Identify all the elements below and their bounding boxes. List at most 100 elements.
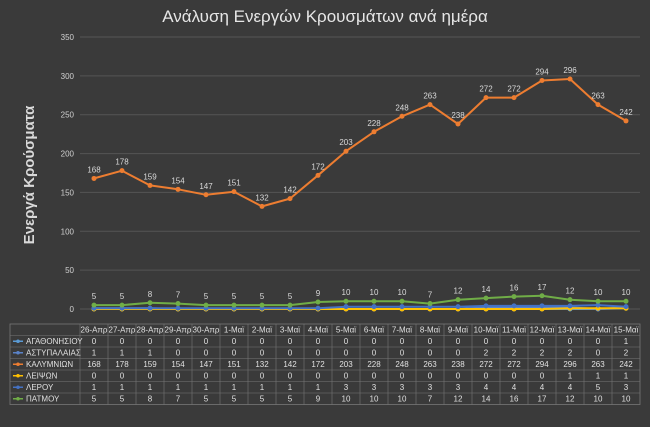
table-cell: 1 [204, 383, 209, 392]
x-tick-label: 9-Μαϊ [448, 326, 468, 335]
table-cell: 1 [92, 349, 97, 358]
series-line [94, 304, 627, 310]
data-label: 5 [92, 292, 97, 301]
data-point [231, 189, 237, 195]
table-cell: 1 [92, 383, 97, 392]
table-cell: 0 [344, 349, 349, 358]
legend-marker [16, 350, 20, 355]
x-tick-label: 6-Μαϊ [364, 326, 384, 335]
data-label: 178 [115, 158, 129, 167]
y-axis-label: Ενεργά Κρούσματα [21, 105, 38, 244]
data-label: 12 [566, 287, 575, 296]
table-cell: 0 [204, 372, 209, 381]
series-line [94, 294, 626, 307]
table-cell: 159 [143, 360, 157, 369]
table-cell: 3 [624, 383, 629, 392]
table-cell: 0 [372, 372, 377, 381]
x-tick-label: 10-Μαϊ [474, 326, 499, 335]
data-label: 272 [479, 85, 493, 94]
data-label: 10 [370, 288, 379, 297]
table-cell: 228 [367, 360, 381, 369]
data-label: 10 [342, 288, 351, 297]
x-tick-label: 2-Μαϊ [252, 326, 272, 335]
x-tick-label: 15-Μαϊ [614, 326, 639, 335]
table-cell: 0 [204, 337, 209, 346]
table-cell: 0 [316, 372, 321, 381]
y-tick-label: 300 [61, 72, 75, 81]
table-cell: 9 [316, 395, 321, 404]
data-point [623, 304, 629, 310]
table-cell: 0 [512, 372, 517, 381]
data-label: 10 [622, 288, 631, 297]
table-cell: 238 [451, 360, 465, 369]
table-cell: 0 [260, 349, 265, 358]
table-cell: 1 [596, 372, 601, 381]
table-cell: 242 [619, 360, 633, 369]
data-point [231, 302, 237, 308]
data-label: 151 [227, 179, 241, 188]
legend-marker [16, 339, 20, 344]
table-cell: 5 [260, 395, 265, 404]
data-point [175, 301, 181, 307]
data-point [315, 172, 321, 178]
x-tick-label: 29-Απρ [165, 326, 192, 335]
data-label: 7 [176, 291, 181, 300]
table-cell: 1 [568, 372, 573, 381]
table-cell: 7 [176, 395, 181, 404]
data-point [315, 305, 321, 311]
table-cell: 0 [540, 372, 545, 381]
x-tick-label: 12-Μαϊ [530, 326, 555, 335]
data-point [343, 298, 349, 304]
table-cell: 0 [344, 372, 349, 381]
table-cell: 0 [316, 337, 321, 346]
table-cell: 248 [395, 360, 409, 369]
x-tick-label: 30-Απρ [193, 326, 220, 335]
x-tick-label: 4-Μαϊ [308, 326, 328, 335]
data-point [287, 302, 293, 308]
data-point [567, 76, 573, 82]
table-cell: 2 [568, 349, 573, 358]
legend-marker [16, 385, 20, 390]
data-label: 142 [283, 186, 297, 195]
table-cell: 1 [148, 349, 153, 358]
table-cell: 0 [400, 372, 405, 381]
data-label: 242 [619, 108, 633, 117]
table-cell: 0 [512, 337, 517, 346]
table-cell: 294 [535, 360, 549, 369]
data-label: 10 [594, 288, 603, 297]
data-label: 263 [591, 92, 605, 101]
data-point [175, 305, 181, 311]
data-point [147, 305, 153, 311]
table-cell: 172 [311, 360, 325, 369]
table-cell: 0 [288, 349, 293, 358]
table-cell: 0 [92, 372, 97, 381]
x-tick-label: 13-Μαϊ [558, 326, 583, 335]
table-cell: 5 [596, 383, 601, 392]
table-cell: 0 [344, 337, 349, 346]
y-tick-label: 250 [61, 111, 75, 120]
data-point [343, 304, 349, 310]
x-tick-label: 1-Μαϊ [224, 326, 244, 335]
table-cell: 0 [232, 337, 237, 346]
table-cell: 0 [232, 372, 237, 381]
table-cell: 0 [428, 337, 433, 346]
table-cell: 10 [622, 395, 631, 404]
table-cell: 1 [624, 337, 629, 346]
data-point [203, 302, 209, 308]
table-cell: 14 [482, 395, 491, 404]
data-point [119, 302, 125, 308]
table-cell: 154 [171, 360, 185, 369]
data-point [287, 196, 293, 202]
table-cell: 0 [176, 349, 181, 358]
table-cell: 3 [344, 383, 349, 392]
table-cell: 5 [120, 395, 125, 404]
gridlines [80, 36, 640, 310]
y-axis-ticks: 0 50 100 150 200 250 300 350 [61, 33, 75, 314]
legend-entry: ΑΣΤΥΠΑΛΑΙΑΣ [26, 349, 81, 358]
table-cell: 1 [176, 383, 181, 392]
table-cell: 1 [120, 349, 125, 358]
data-label: 5 [232, 292, 237, 301]
table-cell: 147 [199, 360, 213, 369]
data-label: 7 [428, 291, 433, 300]
